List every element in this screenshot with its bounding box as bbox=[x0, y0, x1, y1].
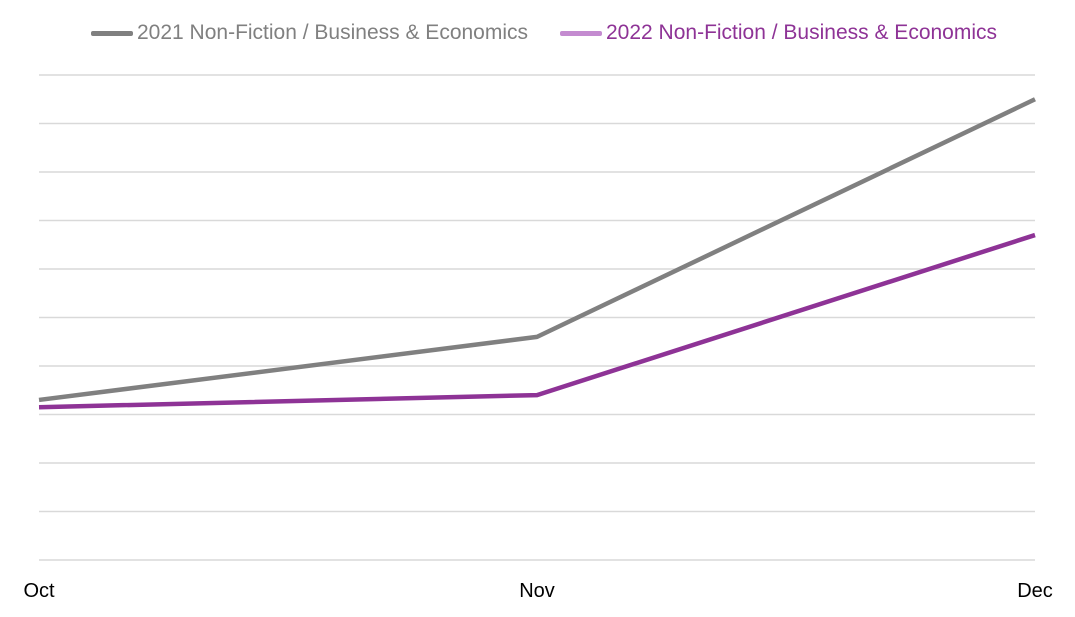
legend-swatch-2021 bbox=[91, 30, 133, 36]
legend-swatch-2022 bbox=[560, 30, 602, 36]
x-tick-label-oct: Oct bbox=[23, 580, 55, 602]
legend-label-2021: 2021 Non-Fiction / Business & Economics bbox=[137, 21, 529, 44]
legend-label-2022: 2022 Non-Fiction / Business & Economics bbox=[606, 21, 998, 44]
x-axis-tick-labels: Oct Nov Dec bbox=[23, 580, 1052, 602]
x-tick-label-dec: Dec bbox=[1017, 580, 1053, 602]
series-line-2021 bbox=[38, 97, 1036, 403]
x-tick-label-nov: Nov bbox=[519, 580, 555, 602]
series-lines bbox=[38, 97, 1036, 410]
legend-item-2021: 2021 Non-Fiction / Business & Economics bbox=[91, 18, 528, 48]
chart-legend: 2021 Non-Fiction / Business & Economics … bbox=[0, 18, 1075, 48]
gridlines bbox=[39, 74, 1035, 561]
series-line-2022 bbox=[38, 232, 1036, 410]
legend-item-2022: 2022 Non-Fiction / Business & Economics bbox=[560, 18, 997, 48]
